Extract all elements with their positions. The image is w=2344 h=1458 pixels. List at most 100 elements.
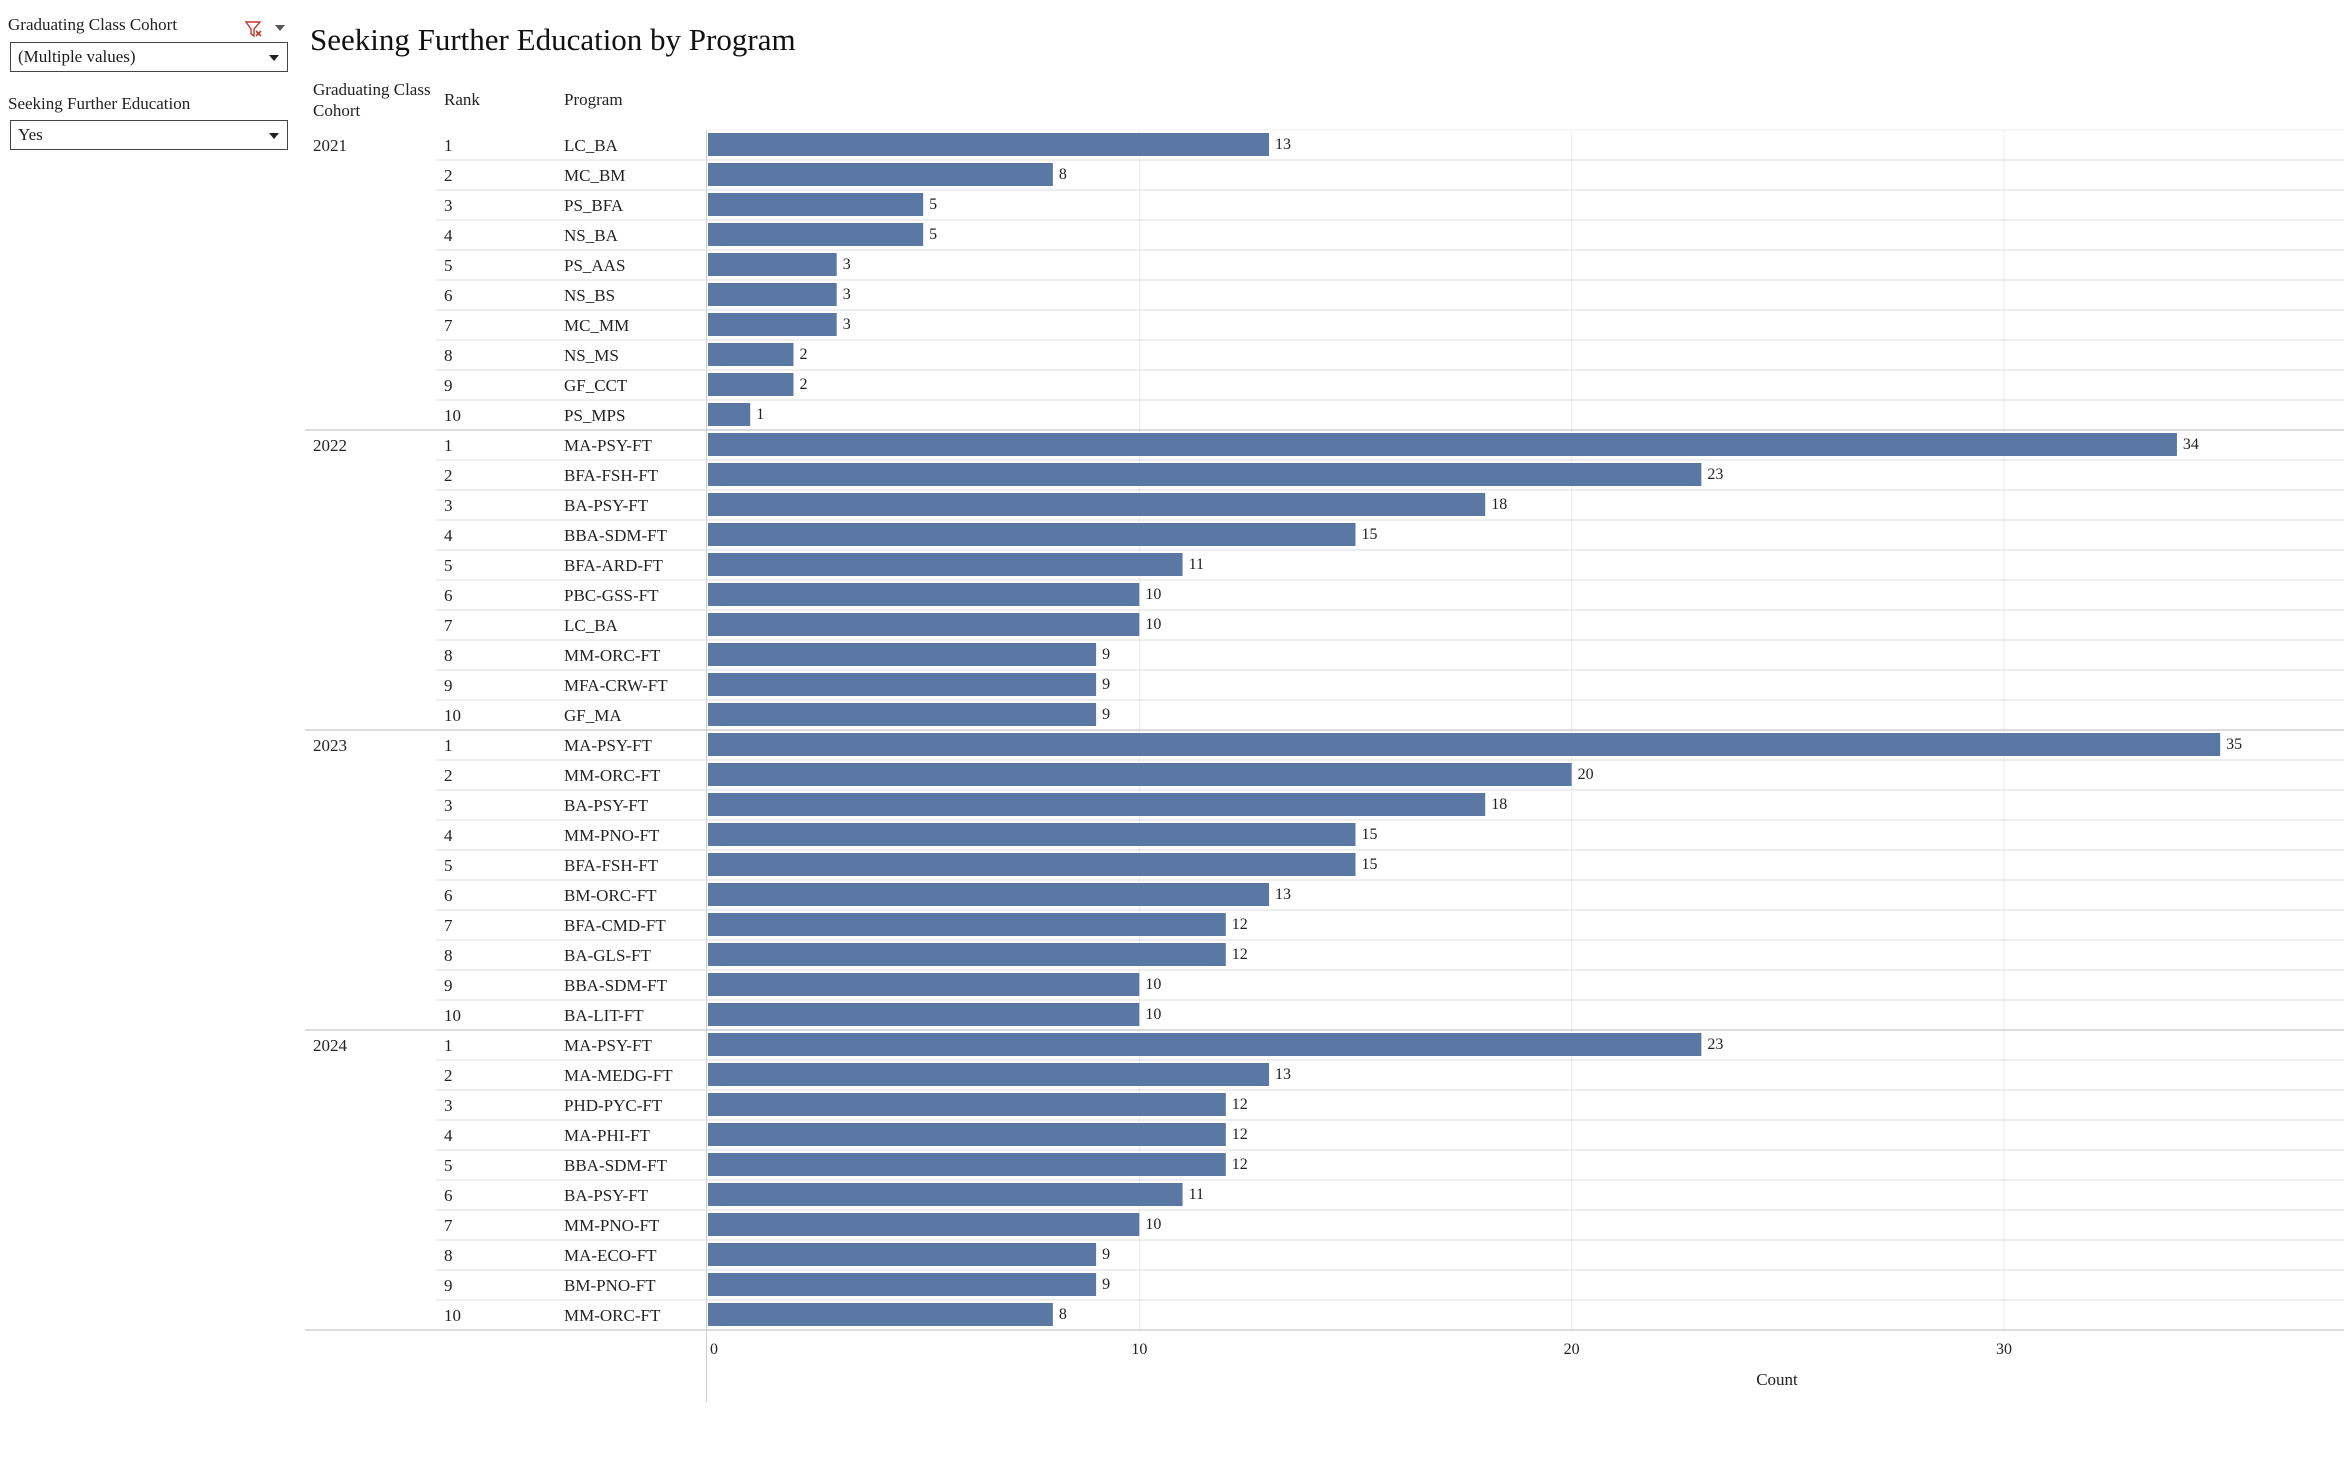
- bar: [708, 133, 1270, 156]
- rank-label: 2: [444, 1066, 453, 1085]
- filter-menu-chevron-icon[interactable]: [275, 25, 285, 31]
- program-label: BFA-FSH-FT: [564, 466, 659, 485]
- data-label: 23: [1707, 466, 1723, 483]
- rank-label: 9: [444, 976, 453, 995]
- program-column-header: Program: [564, 90, 623, 109]
- bar: [708, 373, 794, 396]
- cohort-label: 2021: [313, 136, 347, 155]
- cohort-label: 2023: [313, 736, 347, 755]
- data-label: 8: [1059, 1306, 1067, 1323]
- program-label: NS_BS: [564, 286, 615, 305]
- rank-label: 8: [444, 1246, 453, 1265]
- rank-label: 5: [444, 856, 453, 875]
- data-label: 15: [1362, 826, 1378, 843]
- program-label: MA-PSY-FT: [564, 736, 652, 755]
- bar: [708, 853, 1356, 876]
- bar: [708, 1153, 1226, 1176]
- rank-label: 9: [444, 1276, 453, 1295]
- rank-label: 3: [444, 496, 453, 515]
- bar: [708, 1303, 1053, 1326]
- rank-label: 9: [444, 676, 453, 695]
- rank-label: 1: [444, 736, 453, 755]
- clear-filter-icon[interactable]: [244, 21, 262, 38]
- cohort-dropdown[interactable]: (Multiple values): [10, 42, 288, 72]
- bar: [708, 1033, 1702, 1056]
- program-label: PHD-PYC-FT: [564, 1096, 663, 1115]
- bar: [708, 1063, 1270, 1086]
- rank-label: 2: [444, 766, 453, 785]
- program-label: PBC-GSS-FT: [564, 586, 659, 605]
- rank-label: 10: [444, 406, 461, 425]
- x-axis-title: Count: [1756, 1370, 1798, 1389]
- data-label: 15: [1362, 526, 1378, 543]
- rank-label: 4: [444, 826, 453, 845]
- rank-label: 4: [444, 1126, 453, 1145]
- program-label: BBA-SDM-FT: [564, 1156, 668, 1175]
- program-label: MM-PNO-FT: [564, 826, 660, 845]
- bar: [708, 343, 794, 366]
- program-label: MFA-CRW-FT: [564, 676, 668, 695]
- program-label: NS_BA: [564, 226, 619, 245]
- program-label: MA-ECO-FT: [564, 1246, 657, 1265]
- program-label: GF_CCT: [564, 376, 628, 395]
- bar: [708, 793, 1486, 816]
- program-label: BA-LIT-FT: [564, 1006, 644, 1025]
- x-tick-label: 0: [710, 1341, 718, 1358]
- filter-controls: [244, 20, 294, 38]
- bar: [708, 613, 1140, 636]
- rank-label: 2: [444, 466, 453, 485]
- bar: [708, 643, 1097, 666]
- x-tick-label: 10: [1131, 1341, 1147, 1358]
- bar: [708, 493, 1486, 516]
- rank-label: 4: [444, 526, 453, 545]
- rank-label: 7: [444, 316, 453, 335]
- program-label: BFA-CMD-FT: [564, 916, 666, 935]
- data-label: 35: [2226, 736, 2242, 753]
- further-education-dropdown[interactable]: Yes: [10, 120, 288, 150]
- data-label: 18: [1491, 796, 1507, 813]
- rank-label: 1: [444, 136, 453, 155]
- program-label: BA-PSY-FT: [564, 496, 649, 515]
- program-label: LC_BA: [564, 616, 619, 635]
- bar: [708, 823, 1356, 846]
- bar: [708, 163, 1053, 186]
- rank-label: 4: [444, 226, 453, 245]
- program-label: MA-MEDG-FT: [564, 1066, 673, 1085]
- bar: [708, 1243, 1097, 1266]
- data-label: 10: [1145, 616, 1161, 633]
- bar: [708, 313, 837, 336]
- rank-label: 10: [444, 1006, 461, 1025]
- data-label: 2: [799, 346, 807, 363]
- data-label: 5: [929, 196, 937, 213]
- x-tick-label: 30: [1996, 1341, 2012, 1358]
- rank-label: 3: [444, 796, 453, 815]
- data-label: 13: [1275, 886, 1291, 903]
- chevron-down-icon: [269, 55, 279, 61]
- data-label: 3: [843, 286, 851, 303]
- program-label: MC_MM: [564, 316, 629, 335]
- bar: [708, 733, 2221, 756]
- cohort-column-header: Graduating Class Cohort: [313, 80, 431, 120]
- program-label: MA-PHI-FT: [564, 1126, 651, 1145]
- rank-label: 7: [444, 1216, 453, 1235]
- program-label: GF_MA: [564, 706, 622, 725]
- data-label: 12: [1232, 1096, 1248, 1113]
- program-label: MC_BM: [564, 166, 625, 185]
- data-label: 12: [1232, 916, 1248, 933]
- rank-label: 1: [444, 1036, 453, 1055]
- program-label: LC_BA: [564, 136, 619, 155]
- bar: [708, 253, 837, 276]
- bar: [708, 1123, 1226, 1146]
- chevron-down-icon: [269, 133, 279, 139]
- program-label: BBA-SDM-FT: [564, 976, 668, 995]
- program-label: BM-PNO-FT: [564, 1276, 656, 1295]
- chart-title: Seeking Further Education by Program: [310, 22, 796, 57]
- bar: [708, 883, 1270, 906]
- bar: [708, 1273, 1097, 1296]
- data-label: 8: [1059, 166, 1067, 183]
- bar: [708, 763, 1572, 786]
- program-label: BA-PSY-FT: [564, 796, 649, 815]
- bar: [708, 973, 1140, 996]
- bar: [708, 1003, 1140, 1026]
